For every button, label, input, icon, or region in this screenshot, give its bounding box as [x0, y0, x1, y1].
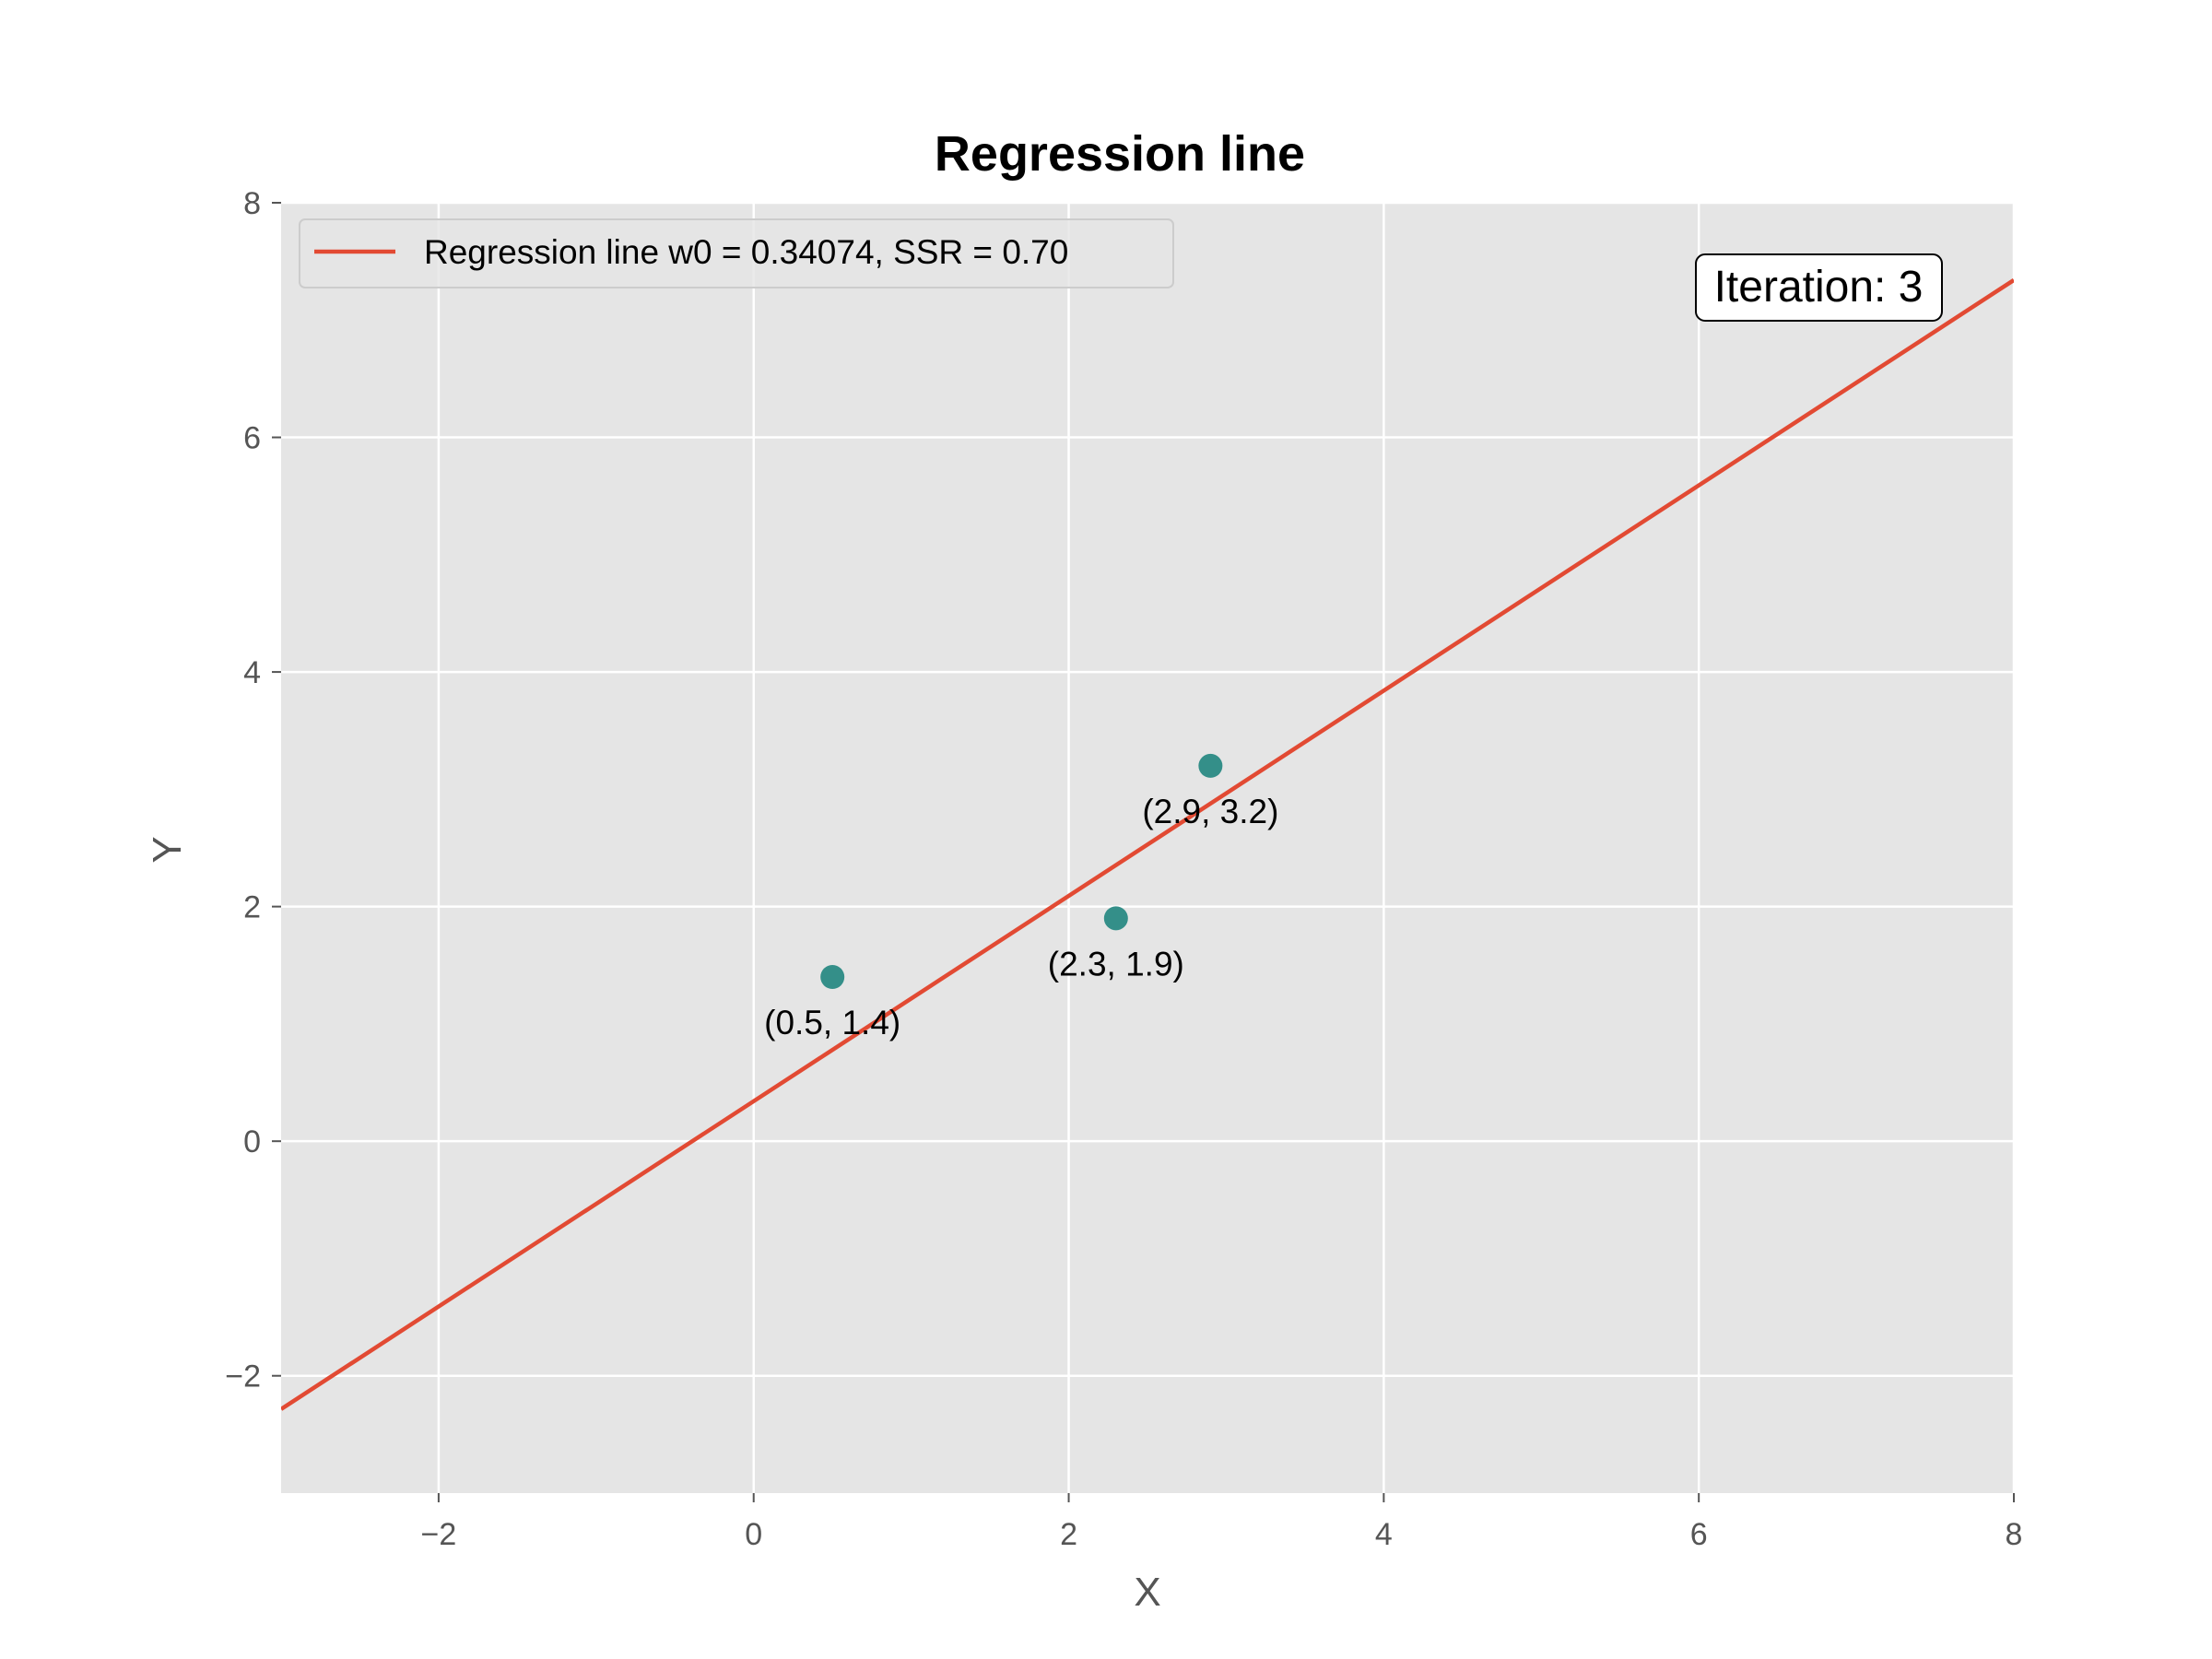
x-axis-label: X: [1134, 1570, 1160, 1615]
point-label: (0.5, 1.4): [764, 1004, 900, 1041]
data-point: [1103, 906, 1128, 931]
plot-content: [281, 278, 2014, 1411]
data-point: [820, 965, 845, 989]
y-tick-label: 8: [243, 186, 261, 221]
y-tick-label: −2: [225, 1359, 261, 1394]
plot-area: [281, 203, 2014, 1493]
axis-ticks: −2 0 2 4 6 8 −2 0 2 4 6 8: [225, 186, 2022, 1552]
y-axis-label: Y: [145, 836, 190, 863]
y-tick-label: 6: [243, 421, 261, 456]
iteration-box-frame: [1695, 253, 1943, 322]
point-label: (2.3, 1.9): [1048, 945, 1184, 982]
x-tick-label: 8: [2006, 1517, 2023, 1552]
x-tick-label: 2: [1060, 1517, 1077, 1552]
point-label: (2.9, 3.2): [1142, 793, 1278, 830]
iteration-text: Iteration: 3: [1714, 263, 1924, 312]
iteration-annotation: Iteration: 3: [1695, 253, 1943, 322]
y-tick-label: 0: [243, 1124, 261, 1159]
x-tick-label: 4: [1375, 1517, 1393, 1552]
point-labels: (0.5, 1.4) (2.3, 1.9) (2.9, 3.2): [764, 793, 1278, 1041]
x-tick-label: 0: [745, 1517, 762, 1552]
chart-title: Regression line: [935, 126, 1305, 182]
legend: Regression line w0 = 0.34074, SSR = 0.70: [299, 218, 1174, 288]
y-tick-label: 4: [243, 655, 261, 690]
x-tick-label: −2: [421, 1517, 457, 1552]
y-tick-label: 2: [243, 890, 261, 925]
legend-box: [299, 218, 1174, 288]
data-points: [820, 753, 1223, 989]
x-tick-label: 6: [1690, 1517, 1708, 1552]
regression-line: [281, 278, 2014, 1411]
legend-label: Regression line w0 = 0.34074, SSR = 0.70: [424, 233, 1068, 271]
data-point: [1198, 753, 1223, 778]
grid: [281, 201, 2016, 1493]
